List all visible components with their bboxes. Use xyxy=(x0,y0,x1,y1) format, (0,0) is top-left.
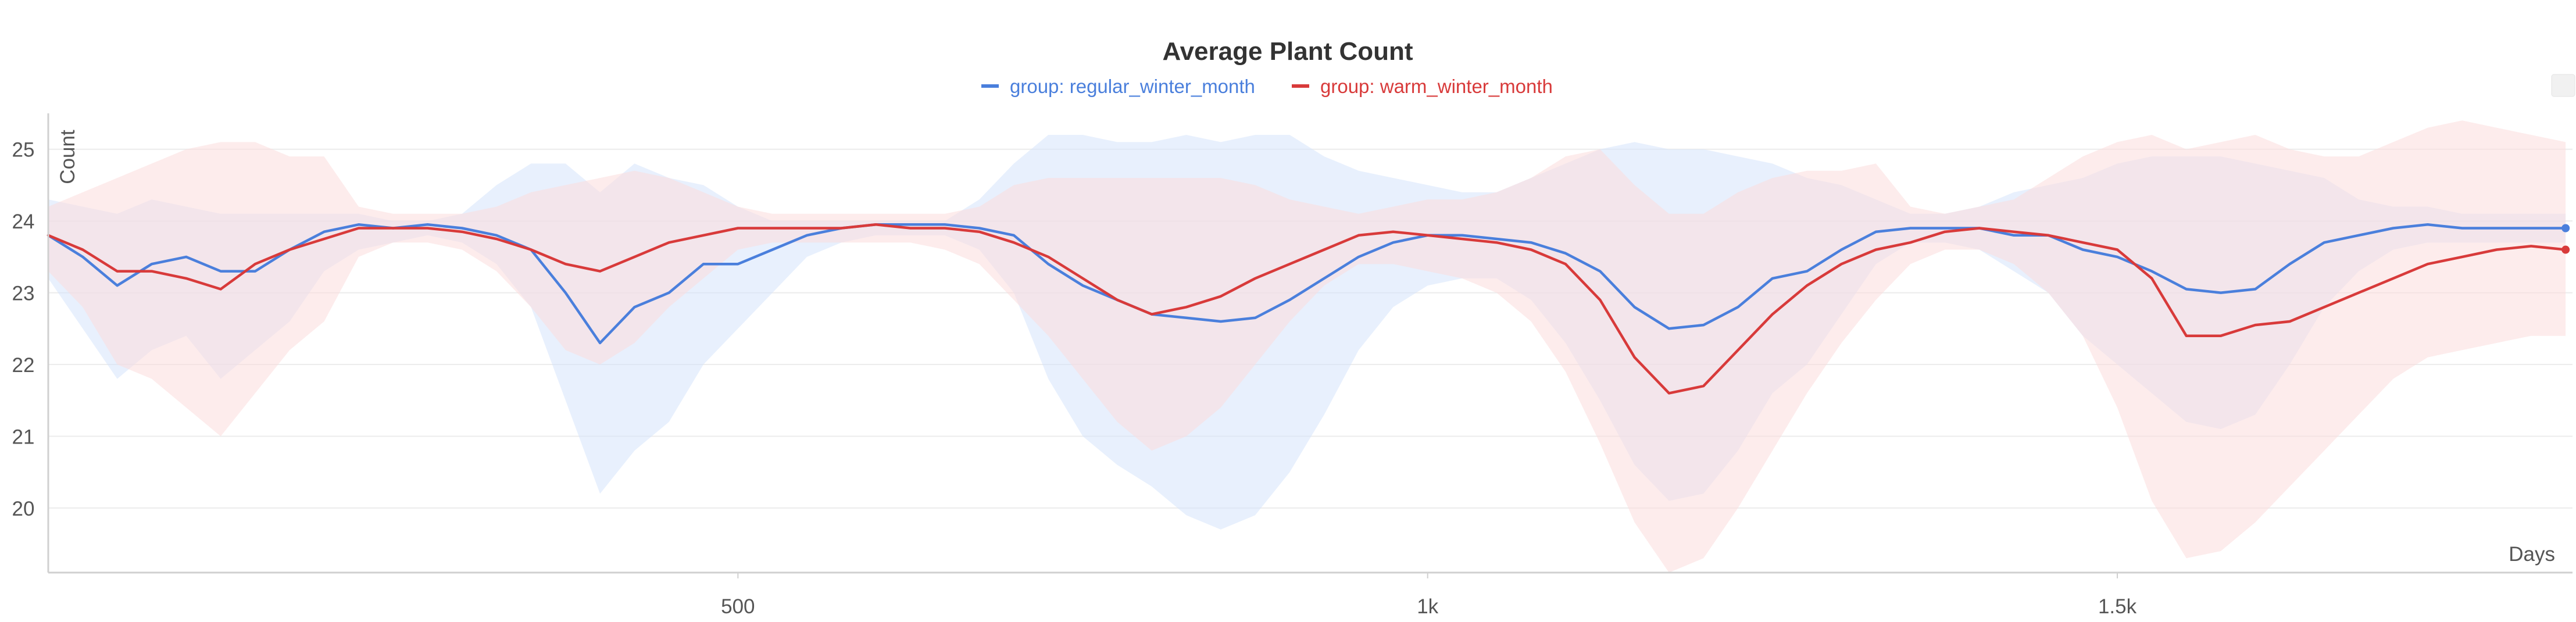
legend-item-warm[interactable]: group: warm_winter_month xyxy=(1292,76,1553,97)
tick-labels: 20 21 22 23 24 25 500 1k 1.5k xyxy=(12,139,2137,618)
y-tick-label: 25 xyxy=(12,139,35,162)
y-tick-label: 21 xyxy=(12,426,35,448)
series-endpoint-regular[interactable] xyxy=(2561,224,2570,233)
x-tick-label: 1k xyxy=(1417,595,1438,618)
series-line-warm[interactable] xyxy=(47,223,2567,395)
series-line-regular[interactable] xyxy=(47,223,2567,345)
x-axis-label: Days xyxy=(2509,543,2555,566)
y-tick-label: 24 xyxy=(12,210,35,233)
legend: group: regular_winter_month group: warm_… xyxy=(981,76,1553,97)
chart-title: Average Plant Count xyxy=(1162,37,1413,66)
legend-item-regular[interactable]: group: regular_winter_month xyxy=(981,76,1255,97)
y-tick-label: 22 xyxy=(12,354,35,377)
series-endpoint-warm[interactable] xyxy=(2561,245,2570,254)
y-tick-label: 20 xyxy=(12,498,35,520)
legend-label-warm: group: warm_winter_month xyxy=(1320,76,1553,97)
chart-menu-handle[interactable] xyxy=(2551,74,2575,97)
y-tick-label: 23 xyxy=(12,283,35,305)
series-lines xyxy=(47,223,2570,395)
x-tick-label: 500 xyxy=(721,595,755,618)
confidence-bands xyxy=(48,120,2566,573)
y-axis-label: Count xyxy=(56,130,79,184)
x-tick-label: 1.5k xyxy=(2098,595,2137,618)
legend-label-regular: group: regular_winter_month xyxy=(1010,76,1255,97)
axes xyxy=(47,113,2573,574)
